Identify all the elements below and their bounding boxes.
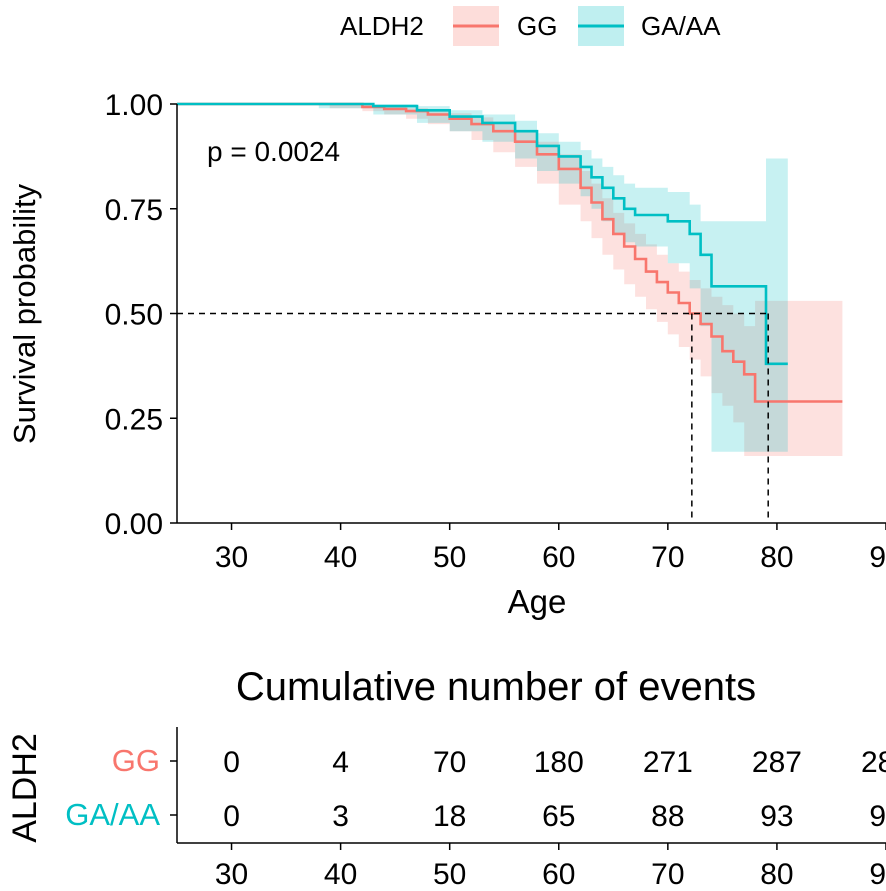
y-tick-label: 0.00 (105, 508, 163, 541)
risk-cell: 93 (869, 800, 886, 833)
x-axis: 30 40 50 60 70 80 90 Age (177, 522, 886, 620)
risk-x-tick-label: 80 (760, 858, 793, 891)
x-tick-label: 90 (869, 541, 886, 574)
risk-cell: 287 (752, 746, 802, 779)
risk-cell: 70 (433, 746, 466, 779)
risk-cell: 271 (643, 746, 693, 779)
risk-table-title: Cumulative number of events (236, 665, 756, 709)
x-tick-label: 30 (215, 541, 248, 574)
plot-area: p = 0.0024 (177, 102, 843, 523)
y-axis-label: Survival probability (7, 183, 42, 444)
risk-cell: 180 (534, 746, 584, 779)
risk-x-tick-label: 30 (215, 858, 248, 891)
x-tick-label: 70 (651, 541, 684, 574)
risk-cell: 287 (861, 746, 886, 779)
y-tick-label: 1.00 (105, 89, 163, 122)
risk-table-strata-title: ALDH2 (6, 733, 44, 843)
risk-x-tick-label: 70 (651, 858, 684, 891)
risk-table: Cumulative number of events ALDH2 GG 0 4 70… (6, 665, 886, 891)
legend: ALDH2 GG GA/AA (340, 6, 721, 46)
risk-cell: 4 (332, 746, 349, 779)
y-axis: 0.00 0.25 0.50 0.75 1.00 Survival probabilit… (7, 89, 178, 541)
risk-row-label: GG (112, 743, 160, 778)
x-tick-label: 80 (760, 541, 793, 574)
risk-cell: 0 (223, 746, 240, 779)
risk-cell: 65 (542, 800, 575, 833)
risk-row-label: GA/AA (65, 797, 160, 832)
x-axis-label: Age (508, 583, 567, 620)
survival-curve-gg (177, 102, 843, 403)
legend-entry-gg: GG (517, 11, 557, 41)
risk-cell: 93 (760, 800, 793, 833)
survival-curve-gaaa (177, 102, 788, 366)
y-tick-label: 0.75 (105, 194, 163, 227)
legend-entry-gaaa: GA/AA (641, 11, 721, 41)
x-tick-label: 50 (433, 541, 466, 574)
confidence-band-gg (177, 104, 843, 456)
confidence-band-gaaa (177, 104, 788, 452)
risk-x-tick-label: 90 (869, 858, 886, 891)
risk-cell: 18 (433, 800, 466, 833)
y-tick-label: 0.25 (105, 403, 163, 436)
risk-x-tick-label: 60 (542, 858, 575, 891)
y-tick-label: 0.50 (105, 299, 163, 332)
x-tick-label: 40 (324, 541, 357, 574)
risk-cell: 0 (223, 800, 240, 833)
x-tick-label: 60 (542, 541, 575, 574)
p-value-annotation: p = 0.0024 (207, 136, 340, 167)
legend-title: ALDH2 (340, 11, 424, 41)
risk-x-tick-label: 50 (433, 858, 466, 891)
risk-x-tick-label: 40 (324, 858, 357, 891)
risk-cell: 88 (651, 800, 684, 833)
risk-cell: 3 (332, 800, 349, 833)
